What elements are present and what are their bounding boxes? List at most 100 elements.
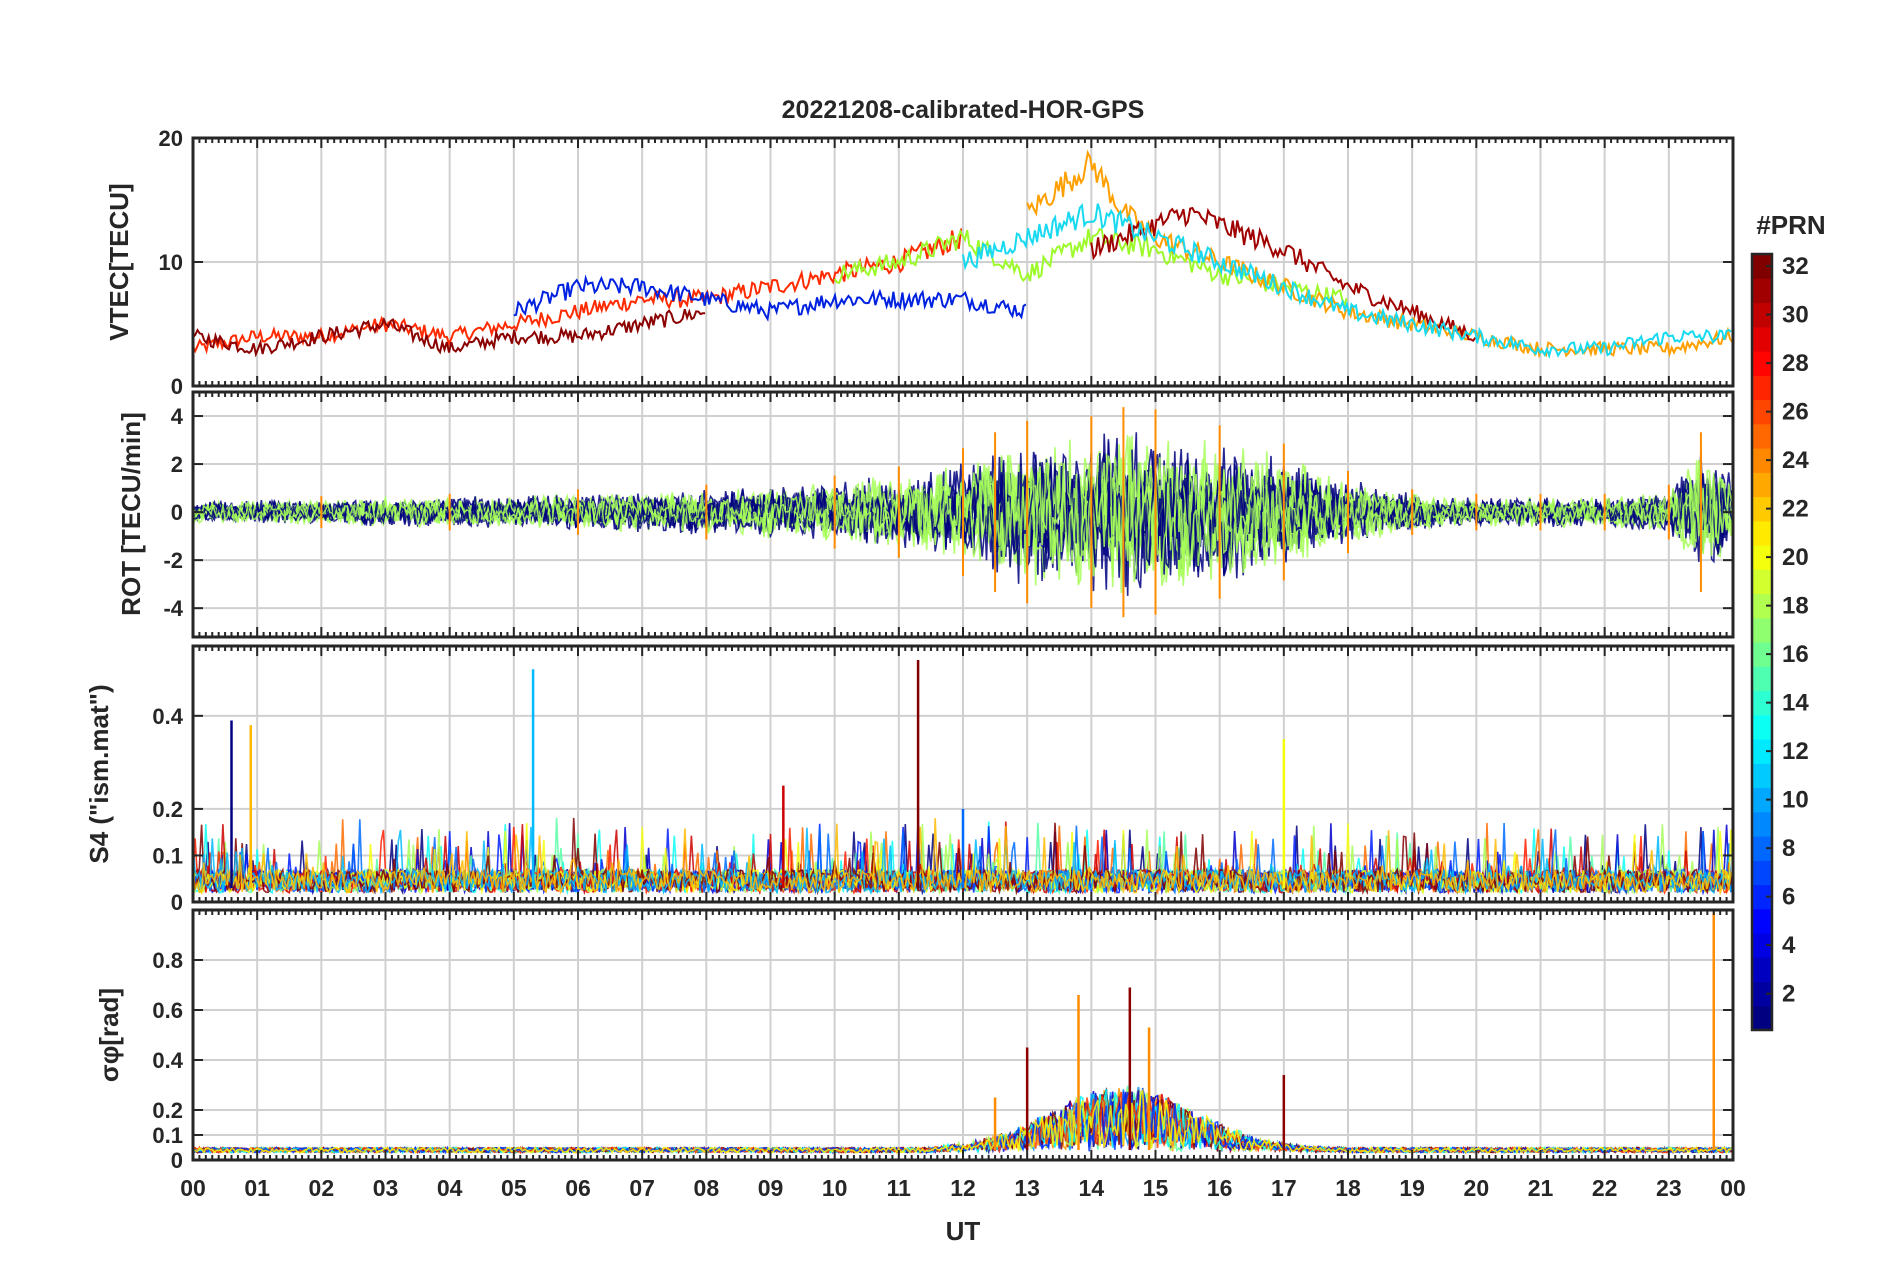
x-ticks-s4 [192,646,1728,902]
colorbar-box [1750,252,1774,1032]
colorbar-segment [1752,496,1772,522]
vtec-line [962,202,1732,359]
colorbar-segment [1752,520,1772,546]
colorbar-segment [1752,811,1772,837]
colorbar-segment [1752,739,1772,764]
colorbar-segment [1752,545,1772,570]
x-tick-label: 00 [1720,1175,1746,1201]
x-tick-label: 11 [887,1175,912,1201]
colorbar-segment [1752,593,1772,619]
x-tick-label: 04 [437,1175,463,1201]
panel-sigma: 00.10.2 0.4 0.6 0.8 σφ[rad] [94,908,1735,1173]
colorbar-tick-label: 10 [1782,787,1809,814]
y-axis-label-vtec: VTEC[TECU] [104,183,134,340]
colorbar-segment [1752,981,1772,1007]
x-tick-label: 15 [1143,1175,1169,1201]
colorbar-segment [1752,375,1772,401]
colorbar-segment [1752,617,1772,643]
panel-vtec: 0 10 20 VTEC[TECU] [104,126,1735,399]
colorbar-segment [1752,423,1772,449]
x-tick-label: 01 [244,1175,270,1201]
colorbar-segment [1752,690,1772,716]
colorbar-segment [1752,836,1772,861]
x-tick-label: 06 [565,1175,591,1201]
y-tick-label: 10 [159,250,183,275]
x-axis-label: UT [946,1216,981,1246]
grid-sigma [193,910,1733,1160]
colorbar-segment [1752,860,1772,886]
x-tick-label: 07 [629,1175,655,1201]
colorbar-segment [1752,351,1772,376]
x-tick-label: 00 [180,1175,206,1201]
x-tick-label: 13 [1014,1175,1040,1201]
y-axis-label-rot: ROT [TECU/min] [116,412,146,616]
x-tick-label: 18 [1335,1175,1361,1201]
data-s4 [193,659,1733,896]
colorbar-segment [1752,1005,1772,1031]
vtec-line [193,308,706,358]
y-axis-label-sigma: σφ[rad] [94,988,124,1082]
colorbar-segment [1752,957,1772,983]
colorbar-segment [1752,569,1772,595]
colorbar-segment [1752,448,1772,473]
colorbar-segment [1752,254,1772,279]
x-tick-label: 16 [1207,1175,1233,1201]
x-ticks-sigma [192,910,1728,1160]
x-tick-label: 14 [1079,1175,1105,1201]
colorbar-segment [1752,278,1772,304]
x-tick-label: 05 [501,1175,527,1201]
colorbar-tick-label: 8 [1782,835,1795,862]
colorbar-tick-label: 30 [1782,302,1809,329]
y-tick-label: 0.8 [152,948,183,973]
y-tick-label: 0 [171,890,183,915]
x-tick-label: 21 [1528,1175,1554,1201]
y-tick-label: 2 [171,452,183,477]
colorbar-segment [1752,399,1772,425]
y-axis-label-s4: S4 ("ism.mat") [84,684,114,863]
colorbar-segment [1752,302,1772,328]
x-tick-label: 19 [1399,1175,1425,1201]
y-tick-label: 0.2 [152,797,183,822]
figure-title: 20221208-calibrated-HOR-GPS [782,96,1145,124]
colorbar-tick-label: 14 [1782,690,1809,717]
y-tick-label: 0 [171,500,183,525]
colorbar-segment [1752,472,1772,498]
colorbar-tick-label: 26 [1782,399,1809,426]
colorbar-segment [1752,933,1772,958]
colorbar-segment [1752,642,1772,667]
sigma-line [193,1088,1733,1155]
y-tick-label: 0 [171,374,183,399]
colorbar-tick-label: 4 [1782,932,1796,959]
y-tick-label: -2 [163,548,183,573]
vtec-line [1090,206,1477,343]
data-vtec [193,149,1733,359]
colorbar-tick-label: 16 [1782,641,1809,668]
colorbar-segment [1752,326,1772,352]
y-tick-label: 0.1 [152,1123,183,1148]
panel-s4: 0 0.1 0.2 0.4 S4 ("ism.mat") [84,644,1735,915]
colorbar-segment [1752,763,1772,789]
y-tick-label: 20 [159,126,183,151]
x-tick-label: 17 [1271,1175,1297,1201]
colorbar-tick-label: 28 [1782,350,1809,377]
colorbar-tick-label: 32 [1782,253,1809,280]
colorbar-segment [1752,714,1772,740]
x-tick-label: 09 [758,1175,784,1201]
colorbar-tick-label: 22 [1782,496,1809,523]
x-tick-label: 22 [1592,1175,1618,1201]
colorbar-tick-label: 2 [1782,981,1795,1008]
colorbar-segment [1752,908,1772,934]
panel-rot: -4 -2 0 2 4 ROT [TECU/min] [116,390,1735,639]
colorbar-tick-label: 20 [1782,544,1809,571]
colorbar-title: #PRN [1756,210,1825,240]
y-tick-label: 0 [171,1148,183,1173]
x-tick-label: 20 [1464,1175,1490,1201]
x-tick-label: 23 [1656,1175,1682,1201]
colorbar-segment [1752,884,1772,910]
y-tick-label: 0.1 [152,843,183,868]
vtec-line [193,228,963,355]
colorbar-tick-label: 24 [1782,447,1809,474]
